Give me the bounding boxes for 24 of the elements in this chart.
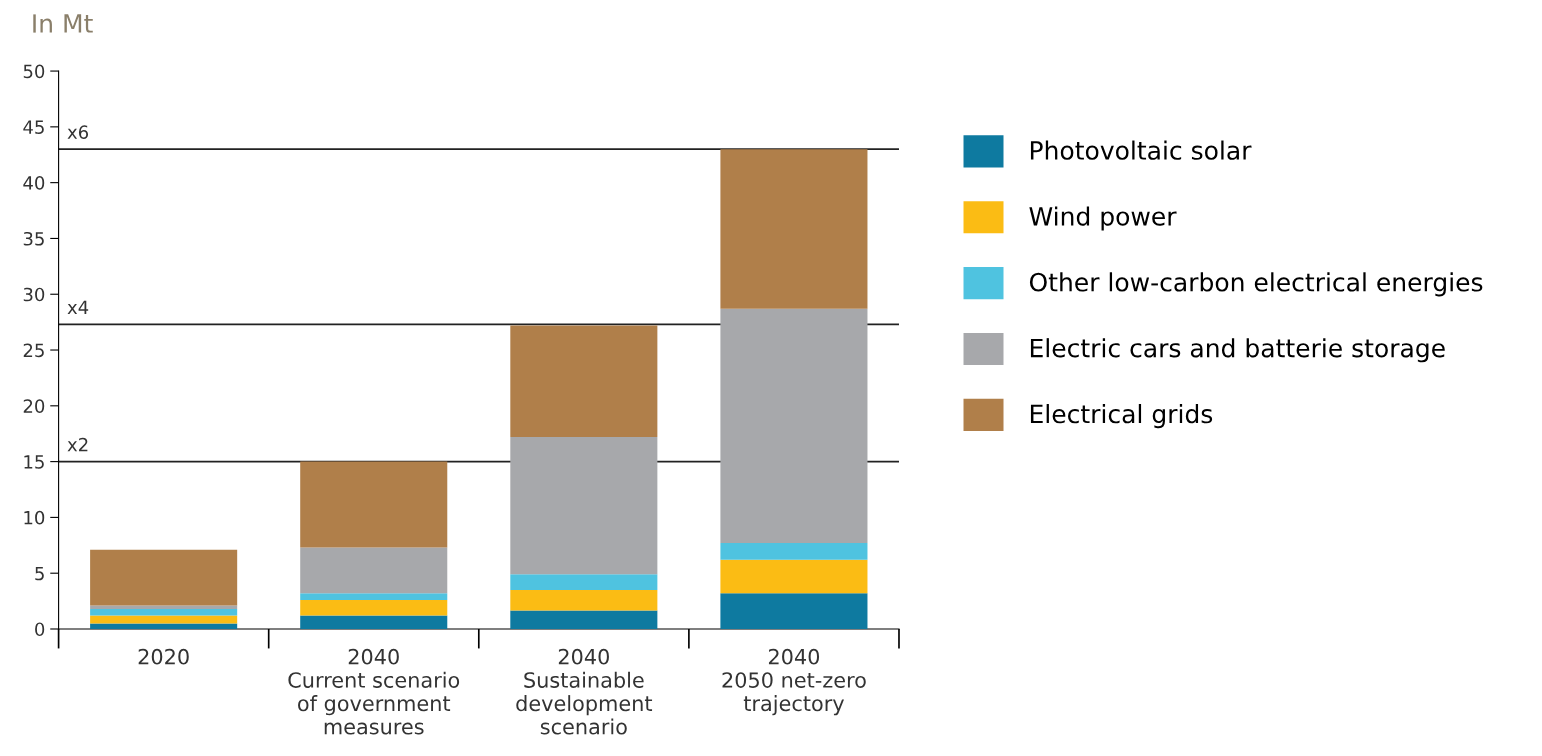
x-tick-label: 2020	[138, 648, 189, 665]
y-tick-label: 45	[23, 120, 44, 134]
legend-label: Other low-carbon electrical energies	[1029, 272, 1483, 297]
x-tick-label: 2040 Sustainable development scenario	[516, 648, 653, 735]
x-tick-label: 2040 2050 net-zero trajectory	[722, 648, 866, 716]
y-tick-label: 20	[23, 399, 45, 413]
x-tick-label: 2040 Current scenario of government measures	[288, 648, 460, 735]
y-tick-label: 35	[23, 231, 44, 246]
ref-line-label: x2	[67, 437, 88, 452]
y-tick-label: 0	[35, 622, 45, 637]
legend-label: Photovoltaic solar	[1030, 140, 1252, 160]
y-tick-label: 5	[35, 566, 44, 581]
y-tick-label: 40	[23, 176, 45, 190]
y-tick-label: 15	[24, 455, 44, 469]
ref-line-label: x4	[67, 300, 89, 314]
legend-label: Wind power	[1029, 206, 1177, 231]
y-tick-label: 50	[23, 64, 45, 79]
y-tick-label: 10	[24, 510, 45, 525]
y-axis-title: In Mt	[33, 14, 93, 33]
y-tick-label: 30	[23, 287, 45, 302]
ref-line-label: x6	[67, 125, 89, 139]
legend-label: Electrical grids	[1030, 404, 1213, 429]
y-tick-label: 25	[23, 343, 44, 358]
legend-label: Electric cars and batterie storage	[1030, 338, 1445, 363]
